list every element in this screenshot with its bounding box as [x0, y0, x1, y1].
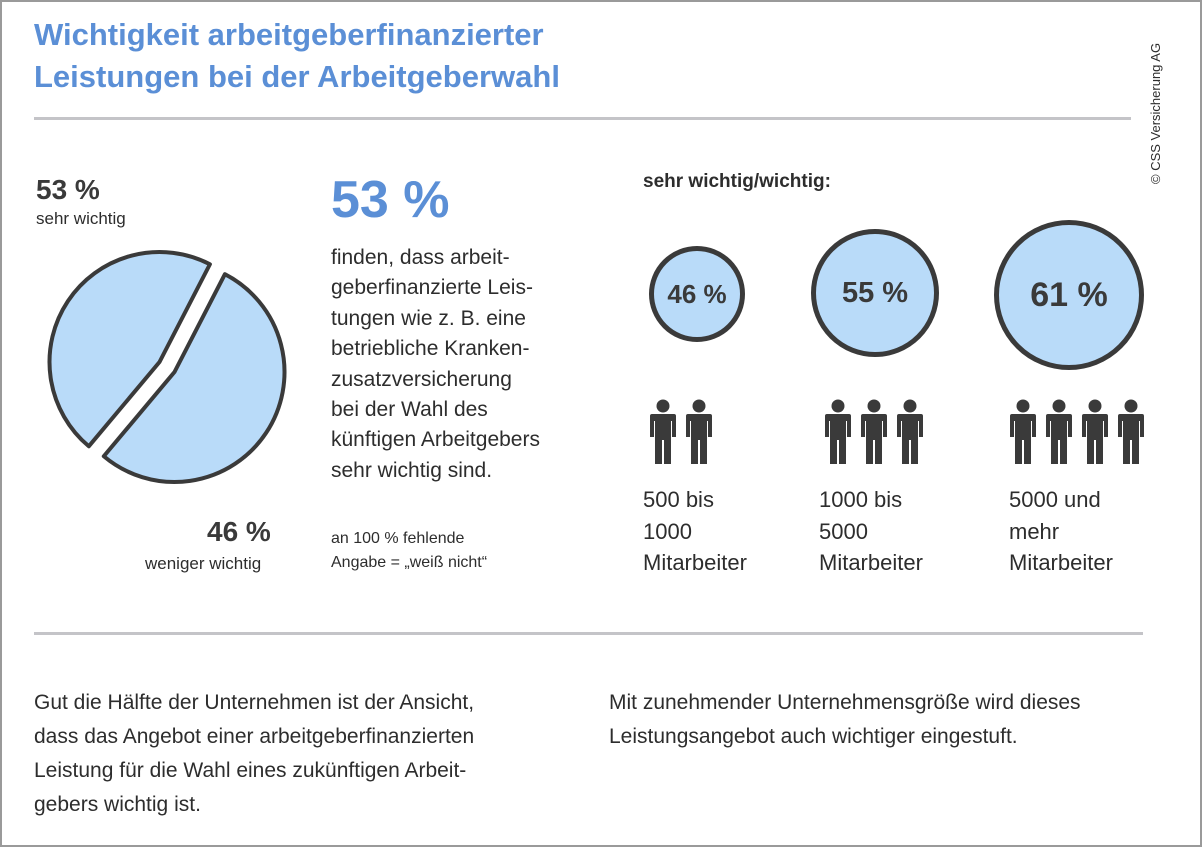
- page-title: Wichtigkeit arbeitgeberfinanzierter Leis…: [34, 14, 560, 98]
- summary-line: dass das Angebot einer arbeitgeberfinanz…: [34, 725, 475, 748]
- summary-line: gebers wichtig ist.: [34, 793, 201, 816]
- person-icon: [1082, 399, 1108, 464]
- statement-line: bei der Wahl des: [331, 398, 488, 422]
- footnote-line: Angabe = „weiß nicht“: [331, 554, 488, 571]
- group-label-line: 500 bis: [643, 487, 714, 512]
- copyright-notice: © CSS Versicherung AG: [1148, 42, 1163, 184]
- bubble-large-companies: 61 %: [994, 220, 1144, 370]
- group-label-line: 1000 bis: [819, 487, 903, 512]
- title-line-2: Leistungen bei der Arbeitgeberwahl: [34, 59, 560, 94]
- people-icons-small-companies: [645, 399, 717, 465]
- person-icon: [897, 399, 923, 464]
- summary-line: Leistung für die Wahl eines zukünftigen …: [34, 759, 467, 782]
- group-label-medium-companies: 1000 bis 5000 Mitarbeiter: [819, 484, 923, 579]
- company-size-heading: sehr wichtig/wichtig:: [643, 171, 831, 192]
- statement-text: finden, dass arbeit- geberfinanzierte Le…: [331, 243, 581, 486]
- people-icons-medium-companies: [820, 399, 928, 465]
- group-label-line: 1000: [643, 518, 692, 544]
- group-label-small-companies: 500 bis 1000 Mitarbeiter: [643, 484, 747, 579]
- summary-left: Gut die Hälfte der Unternehmen ist der A…: [34, 686, 474, 822]
- statement-line: betriebliche Kranken-: [331, 337, 530, 361]
- summary-line: Gut die Hälfte der Unternehmen ist der A…: [34, 691, 475, 714]
- group-label-line: mehr: [1009, 518, 1060, 544]
- group-label-line: Mitarbeiter: [643, 550, 747, 575]
- statement-line: tungen wie z. B. eine: [331, 306, 526, 330]
- people-icons-large-companies: [1005, 399, 1149, 465]
- title-line-1: Wichtigkeit arbeitgeberfinanzierter: [34, 17, 544, 52]
- group-label-line: Mitarbeiter: [1009, 550, 1113, 575]
- pie-chart: [47, 250, 287, 484]
- bubble-small-companies: 46 %: [649, 246, 745, 342]
- person-icon: [825, 399, 851, 464]
- person-icon: [686, 399, 712, 464]
- person-icon: [861, 399, 887, 464]
- statement-line: künftigen Arbeitgebers: [331, 428, 540, 452]
- top-divider: [34, 117, 1131, 120]
- pie-label-name-1: sehr wichtig: [36, 209, 126, 228]
- person-icon: [1010, 399, 1036, 464]
- pie-slice-weniger-wichtig: [47, 250, 212, 449]
- group-label-line: Mitarbeiter: [819, 550, 923, 575]
- statement-line: zusatzversicherung: [331, 367, 512, 391]
- statement-line: geberfinanzierte Leis-: [331, 276, 533, 300]
- statement-line: sehr wichtig sind.: [331, 458, 493, 482]
- group-label-line: 5000 und: [1009, 487, 1101, 512]
- person-icon: [1046, 399, 1072, 464]
- bubble-medium-companies: 55 %: [811, 229, 939, 357]
- summary-line: Leistungsangebot auch wichtiger eingestu…: [609, 725, 1018, 748]
- pie-label-value-1: 53 %: [36, 174, 100, 205]
- pie-label-name-2: weniger wichtig: [145, 554, 262, 573]
- person-icon: [650, 399, 676, 464]
- pie-slice-sehr-wichtig: [101, 272, 287, 484]
- bottom-divider: [34, 632, 1143, 635]
- footnote: an 100 % fehlende Angabe = „weiß nicht“: [331, 527, 487, 575]
- pie-label-value-2: 46 %: [207, 516, 271, 547]
- summary-right: Mit zunehmender Unternehmensgröße wird d…: [609, 686, 1081, 754]
- footnote-line: an 100 % fehlende: [331, 530, 465, 547]
- group-label-large-companies: 5000 und mehr Mitarbeiter: [1009, 484, 1113, 579]
- group-label-line: 5000: [819, 518, 868, 544]
- person-icon: [1118, 399, 1144, 464]
- summary-line: Mit zunehmender Unternehmensgröße wird d…: [609, 691, 1081, 714]
- headline-percentage: 53 %: [331, 171, 450, 229]
- statement-line: finden, dass arbeit-: [331, 246, 510, 269]
